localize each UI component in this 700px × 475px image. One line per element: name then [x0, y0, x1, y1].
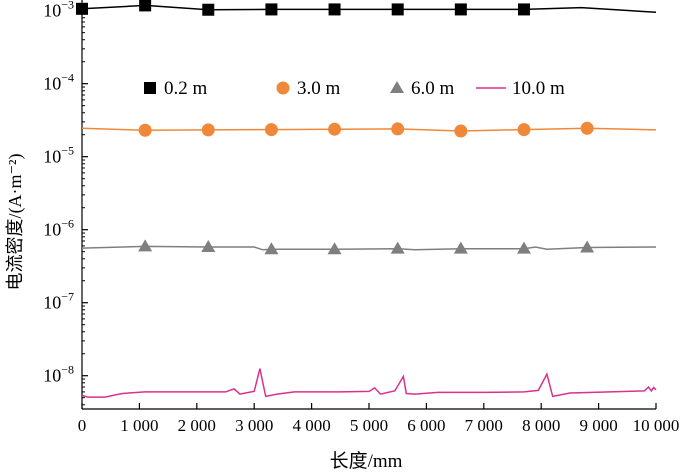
x-tick-label: 5 000 [350, 416, 388, 435]
y-tick-label: 10−7 [43, 290, 74, 313]
x-tick-label: 0 [78, 416, 87, 435]
x-tick-label: 10 000 [633, 416, 680, 435]
legend-label: 10.0 m [512, 78, 565, 99]
x-tick-label: 2 000 [178, 416, 216, 435]
series-marker [139, 0, 152, 12]
series-marker [580, 240, 595, 253]
series-marker [138, 239, 153, 252]
x-tick-label: 8 000 [522, 416, 560, 435]
series-3 [81, 239, 657, 255]
series-marker [264, 123, 278, 137]
series-marker [138, 123, 152, 137]
series-marker [265, 3, 278, 16]
series-line [81, 245, 657, 251]
x-tick-label: 4 000 [292, 416, 330, 435]
legend-label: 0.2 m [164, 78, 208, 99]
legend: 0.2 m 3.0 m 6.0 m 10.0 m [144, 78, 565, 99]
x-tick-label: 7 000 [465, 416, 503, 435]
plot-area [81, 0, 656, 410]
y-tick-label: 10−3 [43, 0, 74, 21]
series-marker [201, 123, 215, 137]
series-marker [516, 241, 531, 254]
x-tick-label: 1 000 [120, 416, 158, 435]
legend-symbol [144, 82, 156, 94]
series-marker [517, 3, 530, 16]
y-tick-label: 10−8 [43, 363, 74, 386]
series-marker [454, 3, 467, 16]
series-line [81, 368, 657, 398]
legend-symbol [276, 81, 290, 95]
y-tick-label: 10−6 [43, 217, 74, 240]
series-2 [81, 121, 657, 138]
legend-label: 6.0 m [411, 78, 455, 99]
series-marker [454, 124, 468, 138]
x-tick-label: 6 000 [407, 416, 445, 435]
legend-label: 3.0 m [297, 78, 341, 99]
series-marker [580, 121, 594, 135]
series-marker [391, 3, 404, 16]
x-tick-label: 3 000 [235, 416, 273, 435]
x-ticks: 0 1 000 2 000 3 000 4 000 5 000 6 000 7 000 8 00… [78, 403, 680, 435]
y-ticks: 10−3 10−4 10−5 10−6 10−7 10−8 [43, 0, 88, 406]
series-marker [202, 3, 215, 16]
y-tick-label: 10−5 [43, 144, 74, 167]
series-layer [76, 0, 657, 398]
x-tick-label: 9 000 [579, 416, 617, 435]
series-4 [81, 368, 657, 398]
series-line [81, 127, 657, 132]
series-marker [517, 123, 531, 137]
series-marker [391, 122, 405, 136]
y-tick-label: 10−4 [43, 71, 74, 94]
legend-symbol [390, 81, 404, 93]
series-marker [264, 242, 279, 255]
series-marker [453, 241, 468, 254]
series-marker [328, 122, 342, 136]
x-axis-title: 长度/mm [330, 450, 403, 472]
series-1 [76, 0, 657, 16]
series-marker [76, 2, 88, 15]
series-marker [327, 242, 342, 255]
series-line [81, 4, 657, 14]
y-axis-title: 电流密度/(A·m⁻²) [5, 154, 26, 291]
series-marker [201, 239, 216, 252]
series-marker [390, 241, 405, 254]
series-marker [328, 3, 341, 16]
